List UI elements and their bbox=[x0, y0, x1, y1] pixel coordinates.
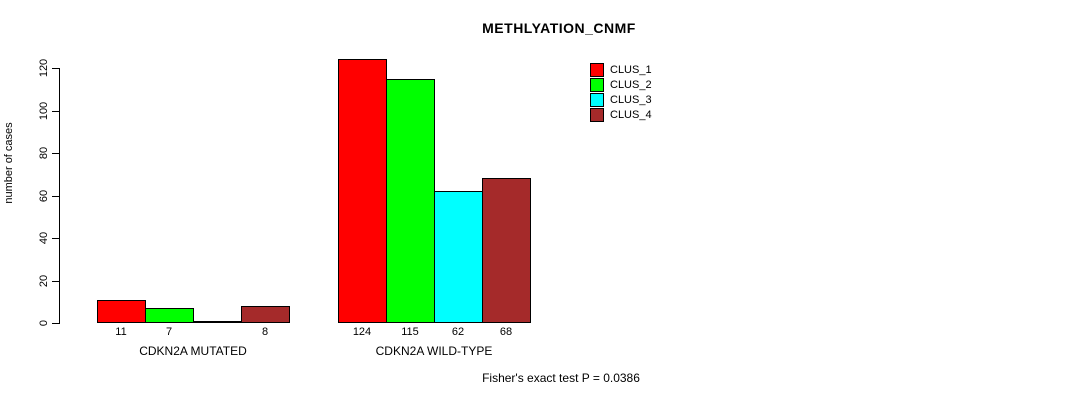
y-axis-line bbox=[59, 68, 60, 324]
legend-row: CLUS_3 bbox=[590, 92, 652, 107]
legend-label: CLUS_1 bbox=[610, 63, 652, 76]
y-tick-label: 60 bbox=[38, 189, 50, 203]
y-axis-title: number of cases bbox=[3, 122, 15, 204]
chart-title: METHLYATION_CNMF bbox=[482, 20, 636, 36]
bar-value-label: 124 bbox=[352, 326, 372, 338]
bar-value-label: 62 bbox=[451, 326, 465, 338]
legend-row: CLUS_2 bbox=[590, 77, 652, 92]
y-tick-mark bbox=[52, 153, 59, 154]
bar-value-label: 8 bbox=[261, 326, 269, 338]
bar-clus_2 bbox=[386, 79, 435, 323]
bar-clus_2 bbox=[145, 308, 194, 323]
bar-clus_1 bbox=[338, 59, 387, 323]
y-tick-label: 100 bbox=[38, 101, 50, 121]
bar-value-label: 11 bbox=[115, 326, 127, 338]
y-tick-mark bbox=[52, 238, 59, 239]
bar-clus_4 bbox=[482, 178, 531, 323]
bar-value-label: 115 bbox=[401, 326, 419, 338]
y-tick-label: 80 bbox=[38, 146, 50, 160]
legend: CLUS_1 CLUS_2 CLUS_3 CLUS_4 bbox=[590, 62, 652, 122]
legend-row: CLUS_1 bbox=[590, 62, 652, 77]
bar-clus_3 bbox=[434, 191, 483, 323]
legend-label: CLUS_3 bbox=[610, 93, 652, 106]
legend-row: CLUS_4 bbox=[590, 107, 652, 122]
bar-clus_3 bbox=[193, 321, 242, 323]
y-tick-label: 40 bbox=[38, 231, 50, 245]
legend-swatch-icon bbox=[590, 77, 604, 92]
bar-clus_4 bbox=[241, 306, 290, 323]
y-tick-label: 120 bbox=[38, 58, 50, 78]
footnote-text: Fisher's exact test P = 0.0386 bbox=[482, 371, 640, 385]
legend-label: CLUS_4 bbox=[610, 108, 652, 121]
group-label: CDKN2A WILD-TYPE bbox=[375, 344, 493, 358]
y-tick-label: 0 bbox=[38, 319, 50, 327]
bar-clus_1 bbox=[97, 300, 146, 323]
bar-value-label: 68 bbox=[499, 326, 513, 338]
legend-swatch-icon bbox=[590, 92, 604, 107]
bar-value-label: 7 bbox=[165, 326, 173, 338]
legend-label: CLUS_2 bbox=[610, 78, 652, 91]
y-tick-mark bbox=[52, 196, 59, 197]
y-tick-mark bbox=[52, 111, 59, 112]
y-tick-mark bbox=[52, 281, 59, 282]
y-tick-label: 20 bbox=[38, 274, 50, 288]
y-tick-mark bbox=[52, 323, 59, 324]
y-tick-mark bbox=[52, 68, 59, 69]
legend-swatch-icon bbox=[590, 62, 604, 77]
group-label: CDKN2A MUTATED bbox=[139, 344, 247, 358]
legend-swatch-icon bbox=[590, 107, 604, 122]
